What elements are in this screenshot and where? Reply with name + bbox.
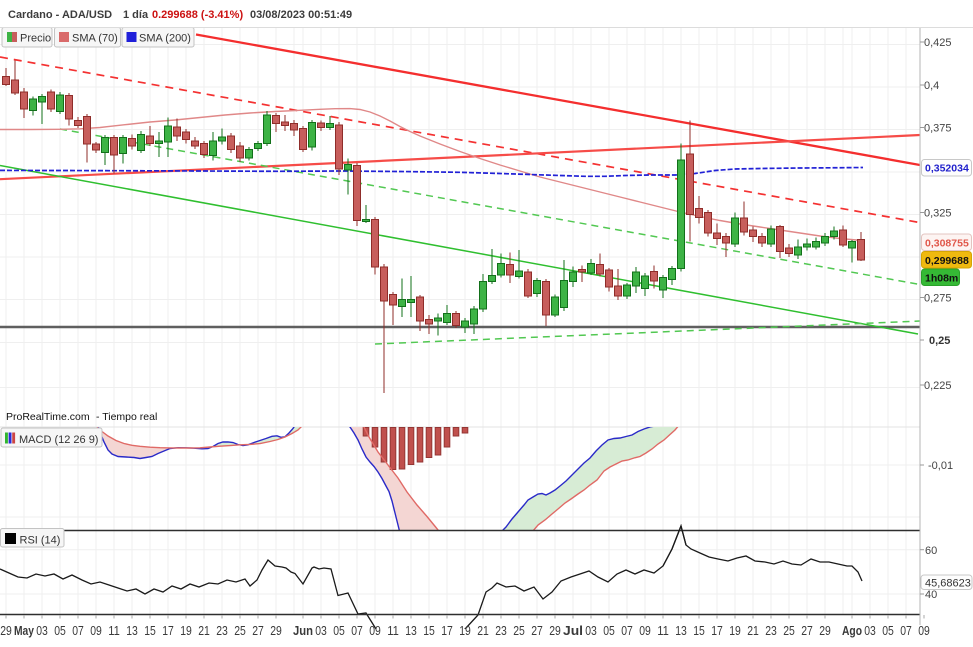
svg-text:05: 05 [333,623,345,638]
svg-text:07: 07 [621,623,633,638]
svg-text:03: 03 [864,623,876,638]
svg-text:0,225: 0,225 [924,380,952,392]
svg-text:ProRealTime.com: ProRealTime.com [6,411,90,423]
svg-text:Jun: Jun [293,624,313,638]
svg-text:07: 07 [351,623,363,638]
svg-text:RSI (14): RSI (14) [20,535,61,547]
svg-text:13: 13 [405,623,417,638]
svg-text:23: 23 [216,623,228,638]
svg-text:13: 13 [675,623,687,638]
svg-text:03/08/2023 00:51:49: 03/08/2023 00:51:49 [250,9,352,21]
svg-text:Ago: Ago [842,624,862,638]
svg-text:1 día: 1 día [123,9,149,21]
svg-text:40: 40 [925,589,937,601]
svg-text:05: 05 [603,623,615,638]
svg-text:SMA (200): SMA (200) [139,33,191,45]
svg-text:29: 29 [819,623,831,638]
svg-text:23: 23 [765,623,777,638]
svg-text:15: 15 [144,623,156,638]
svg-text:0,425: 0,425 [924,37,952,49]
svg-text:-0,01: -0,01 [928,460,953,472]
svg-text:17: 17 [162,623,174,638]
svg-text:25: 25 [783,623,795,638]
svg-text:03: 03 [36,623,48,638]
svg-text:May: May [14,624,34,638]
svg-text:23: 23 [495,623,507,638]
svg-text:0,275: 0,275 [924,293,952,305]
svg-text:0,4: 0,4 [924,80,939,92]
svg-text:11: 11 [387,623,399,638]
svg-text:25: 25 [513,623,525,638]
svg-text:09: 09 [90,623,102,638]
svg-text:29: 29 [270,623,282,638]
svg-text:Cardano - ADA/USD: Cardano - ADA/USD [8,9,112,21]
svg-text:19: 19 [180,623,192,638]
svg-text:11: 11 [108,623,120,638]
svg-text:45,68623: 45,68623 [925,578,971,590]
svg-text:0,375: 0,375 [924,123,952,135]
svg-text:0,25: 0,25 [929,335,950,347]
svg-text:17: 17 [711,623,723,638]
svg-text:05: 05 [882,623,894,638]
svg-text:1h08m: 1h08m [925,273,958,285]
svg-text:19: 19 [459,623,471,638]
svg-text:03: 03 [585,623,597,638]
svg-text:21: 21 [477,623,489,638]
svg-text:Precio: Precio [20,33,51,45]
svg-text:15: 15 [423,623,435,638]
svg-text:MACD (12 26 9): MACD (12 26 9) [19,434,98,446]
svg-text:07: 07 [72,623,84,638]
svg-text:27: 27 [252,623,264,638]
svg-text:09: 09 [918,623,930,638]
svg-text:27: 27 [801,623,813,638]
svg-text:29: 29 [0,623,12,638]
svg-text:Jul: Jul [563,624,583,638]
svg-text:17: 17 [441,623,453,638]
svg-text:21: 21 [747,623,759,638]
svg-text:- Tiempo real: - Tiempo real [96,411,157,423]
svg-text:29: 29 [549,623,561,638]
svg-text:19: 19 [729,623,741,638]
svg-text:15: 15 [693,623,705,638]
svg-text:60: 60 [925,545,937,557]
svg-text:13: 13 [126,623,138,638]
svg-text:09: 09 [369,623,381,638]
svg-text:03: 03 [315,623,327,638]
svg-text:0,299688: 0,299688 [925,255,969,267]
svg-text:0,325: 0,325 [924,208,952,220]
svg-text:25: 25 [234,623,246,638]
svg-text:11: 11 [657,623,669,638]
svg-text:07: 07 [900,623,912,638]
svg-text:SMA (70): SMA (70) [72,33,118,45]
svg-text:0,308755: 0,308755 [925,238,969,250]
svg-text:09: 09 [639,623,651,638]
svg-text:27: 27 [531,623,543,638]
svg-text:21: 21 [198,623,210,638]
svg-text:0.299688 (-3.41%): 0.299688 (-3.41%) [152,9,243,21]
svg-text:05: 05 [54,623,66,638]
svg-text:0,352034: 0,352034 [925,163,969,175]
